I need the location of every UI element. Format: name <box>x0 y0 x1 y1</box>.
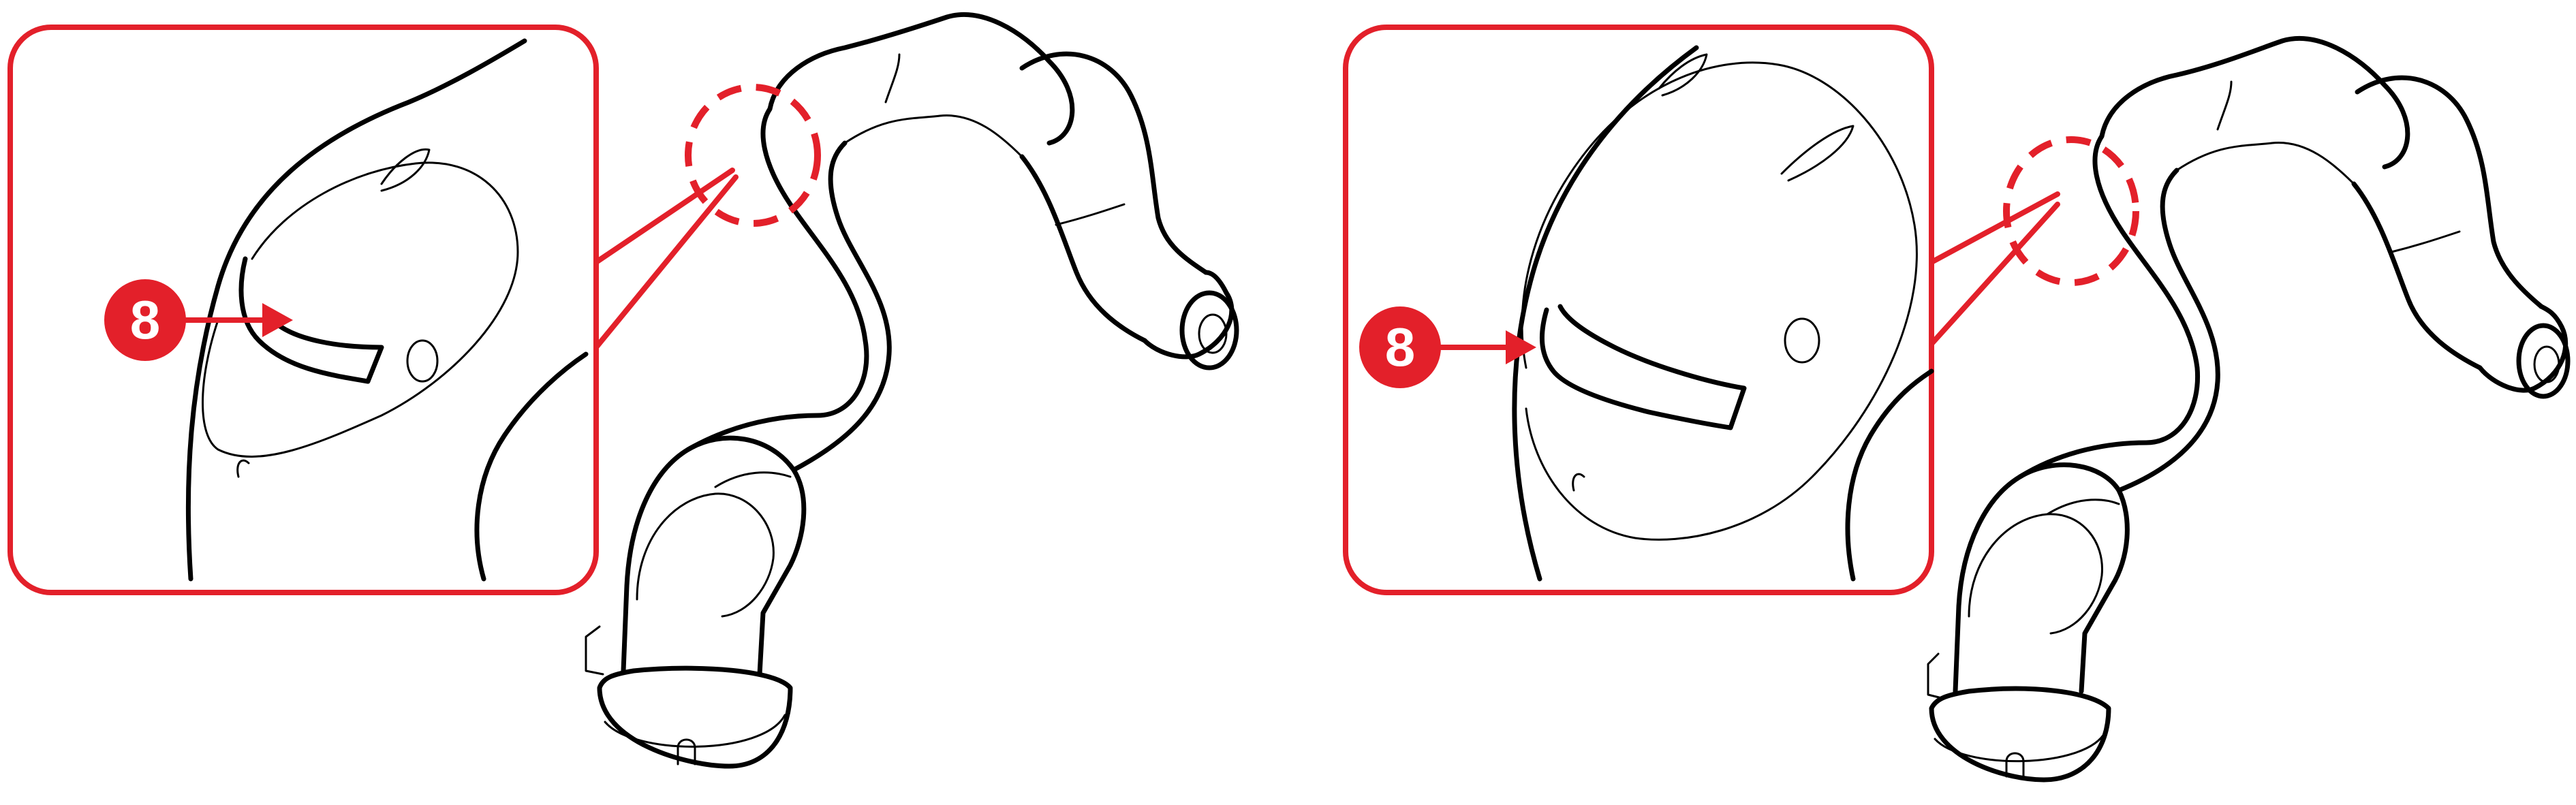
callout-number: 8 <box>1385 317 1416 377</box>
inset-cover-plate <box>202 161 519 458</box>
highlight-circle-right <box>2003 136 2139 286</box>
robot-forearm-under <box>1019 154 1147 343</box>
zoom-inset-left <box>7 25 599 595</box>
zoom-inset-right <box>1343 25 1934 595</box>
robot-forearm <box>1019 51 1209 275</box>
robot-lower-cap <box>1968 513 2103 635</box>
robot-base-port <box>677 738 696 765</box>
callout-arrowhead <box>1506 330 1536 364</box>
leader-line <box>1929 202 2060 347</box>
robot-flange <box>1179 290 1239 370</box>
inset-shell-edge <box>1512 45 1699 582</box>
callout-badge-left: 8 <box>104 279 186 361</box>
robot-arm-left <box>585 12 1239 769</box>
robot-seam <box>2216 80 2233 131</box>
robot-lower-cap <box>636 492 775 618</box>
inset-back-edge <box>474 351 589 582</box>
panel-left: 8 <box>7 12 1239 769</box>
robot-flange-inner <box>2533 345 2560 383</box>
robot-rising-link-back <box>791 140 892 473</box>
robot-seam <box>714 471 792 488</box>
inset-shell-edge <box>185 38 527 582</box>
robot-rising-link <box>2017 133 2201 479</box>
robot-lower-joint <box>1953 462 2130 694</box>
robot-base <box>1929 686 2111 783</box>
robot-base <box>597 665 793 769</box>
inset-frame <box>7 25 599 595</box>
inset-back-edge <box>1845 368 1934 582</box>
robot-rising-link-back <box>2116 168 2220 493</box>
robot-base-rim <box>604 714 786 748</box>
robot-elbow-cap <box>2175 142 2355 185</box>
inset-tab-slot <box>1539 304 1747 430</box>
robot-flange <box>2516 323 2571 399</box>
inset-pin <box>1572 473 1585 492</box>
callout-arrowhead <box>262 303 293 337</box>
robot-seam <box>2046 499 2120 516</box>
robot-base-port <box>2005 752 2025 778</box>
robot-rising-link <box>685 106 869 452</box>
robot-elbow-cap <box>843 114 1023 158</box>
inset-tab-slot <box>238 256 384 384</box>
robot-base-clip <box>1927 652 1943 699</box>
inset-cover-plate <box>1521 61 1918 541</box>
panel-right: 8 <box>1343 25 2571 783</box>
leader-lines-left <box>593 168 739 350</box>
robot-seam <box>2390 230 2461 253</box>
robot-base-clip <box>585 625 604 676</box>
robot-forearm <box>2355 75 2544 309</box>
inset-cover-slot <box>1780 125 1855 182</box>
inset-cover-slot <box>1658 53 1708 97</box>
callout-circle <box>1359 306 1441 388</box>
callout-circle <box>104 279 186 361</box>
robot-elbow <box>2099 36 2410 170</box>
robot-forearm-under <box>2351 181 2483 370</box>
robot-lower-joint <box>621 435 807 677</box>
leader-line <box>593 168 735 265</box>
leader-lines-right <box>1929 191 2060 347</box>
robot-flange-inner <box>1198 313 1228 354</box>
robot-seam <box>1055 203 1126 226</box>
highlight-circle-left <box>685 84 821 227</box>
callout-badge-right: 8 <box>1359 306 1441 388</box>
inset-screw-hole <box>406 339 439 383</box>
robot-wrist <box>1142 270 1235 360</box>
leader-line <box>593 174 739 350</box>
inset-frame <box>1343 25 1934 595</box>
inset-cover-slot <box>380 148 431 192</box>
inset-pin <box>236 459 250 478</box>
robot-arm-right <box>1927 36 2571 783</box>
robot-seam <box>884 53 901 104</box>
inset-screw-hole <box>1784 317 1820 364</box>
callout-number: 8 <box>130 289 161 350</box>
leader-line <box>1929 191 2060 265</box>
robot-elbow <box>767 12 1075 146</box>
